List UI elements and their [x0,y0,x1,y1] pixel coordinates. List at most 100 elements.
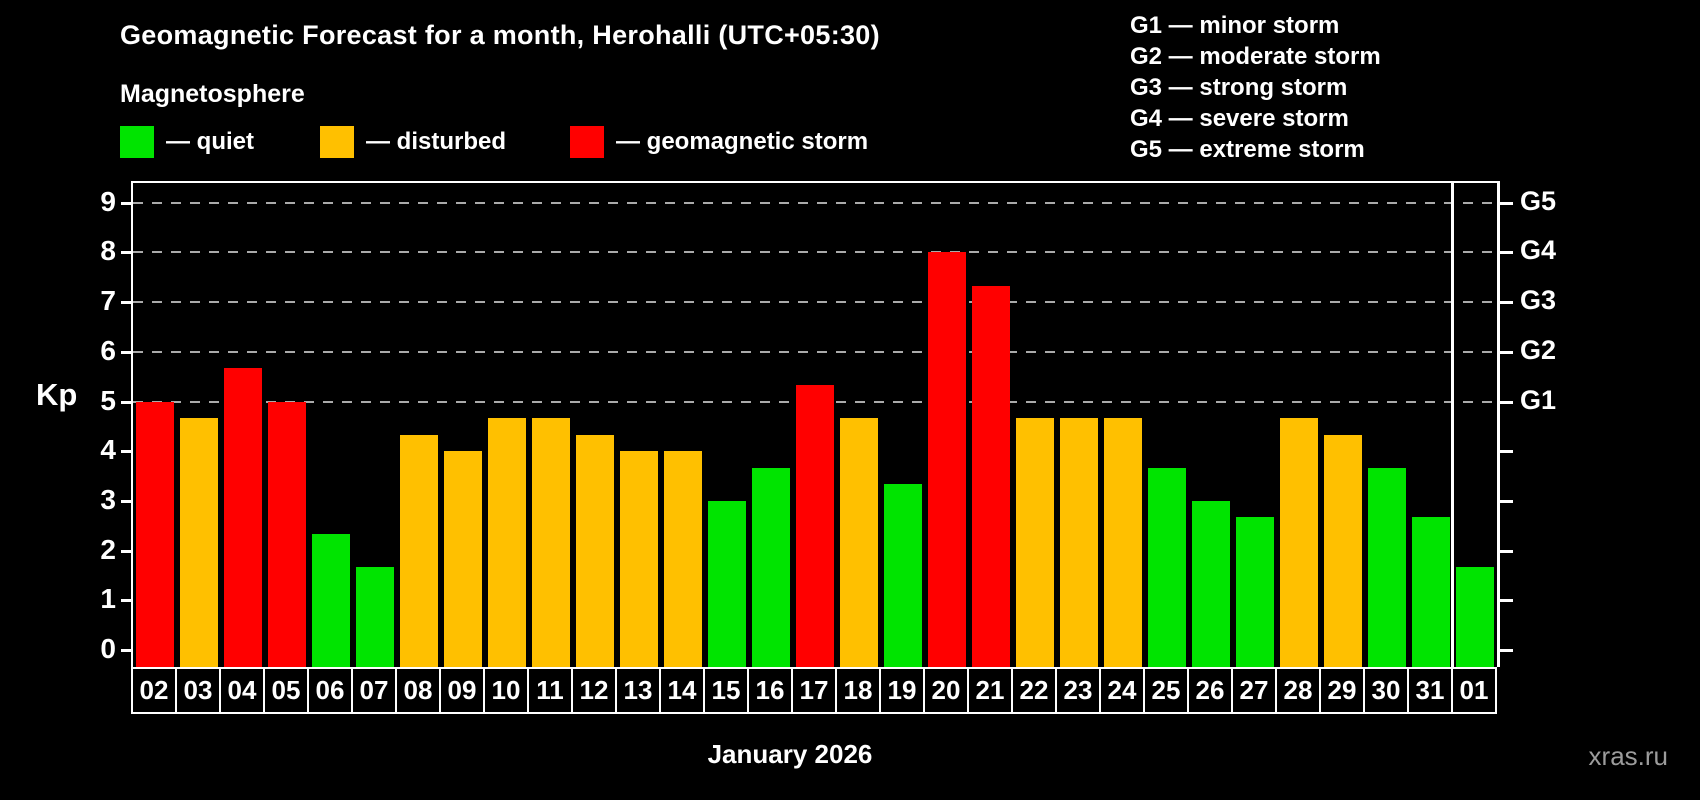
day-label-06: 06 [307,667,353,714]
bar-day-11 [532,417,570,667]
bar-day-29 [1324,434,1362,667]
day-label-13: 13 [615,667,661,714]
bar-day-04 [224,368,262,667]
bar-day-06 [312,534,350,667]
right-tick-9 [1500,201,1513,205]
day-label-05: 05 [263,667,309,714]
bar-day-31 [1412,517,1450,667]
day-label-19: 19 [879,667,925,714]
bar-day-23 [1060,417,1098,667]
gridline-kp9 [133,201,1497,204]
month-separator-line [1451,183,1454,667]
watermark: xras.ru [1588,741,1668,771]
y-tick-6 [121,350,131,354]
plot-area [133,183,1497,667]
y-tick-label-3: 3 [100,483,116,515]
storm-scale-line-g1: G1 — minor storm [1130,12,1340,39]
bar-day-07 [356,567,394,667]
legend-label-storm: — geomagnetic storm [616,128,869,155]
right-axis-label-g1: G1 [1520,384,1557,415]
legend-label-quiet: — quiet [166,128,254,155]
y-tick-4 [121,450,131,454]
y-tick-7 [121,301,131,305]
day-label-12: 12 [571,667,617,714]
day-label-03: 03 [175,667,221,714]
storm-scale-legend: G1 — minor storm G2 — moderate storm G3 — … [1130,12,1381,167]
y-axis-line [131,181,134,667]
storm-scale-line-g5: G5 — extreme storm [1130,136,1365,163]
y-tick-0 [121,649,131,652]
storm-scale-line-g3: G3 — strong storm [1130,74,1348,101]
right-tick-0 [1500,649,1513,652]
bar-day-02 [136,401,174,667]
day-label-28: 28 [1275,667,1321,714]
day-label-08: 08 [395,667,441,714]
bar-day-20 [928,252,966,667]
day-label-18: 18 [835,667,881,714]
day-label-16: 16 [747,667,793,714]
chart-subtitle: Magnetosphere [120,80,305,108]
right-tick-6 [1500,350,1513,354]
day-label-04: 04 [219,667,265,714]
right-tick-4 [1500,450,1513,454]
y-tick-label-2: 2 [100,533,116,565]
bar-day-19 [884,484,922,667]
y-tick-label-0: 0 [100,633,116,664]
day-label-10: 10 [483,667,529,714]
right-axis-label-g5: G5 [1520,185,1557,216]
day-label-20: 20 [923,667,969,714]
y-tick-8 [121,251,131,255]
bar-day-25 [1148,467,1186,667]
day-label-31: 31 [1407,667,1453,714]
right-tick-8 [1500,251,1513,255]
legend-label-disturbed: — disturbed [366,128,507,155]
bar-day-15 [708,500,746,667]
plot-top-border [131,181,1500,184]
day-label-30: 30 [1363,667,1409,714]
legend-swatch-storm-icon [570,126,604,158]
bar-day-16 [752,467,790,667]
bar-day-27 [1236,517,1274,667]
day-label-27: 27 [1231,667,1277,714]
y-tick-2 [121,549,131,553]
bar-day-17 [796,385,834,667]
y-tick-9 [121,201,131,205]
bar-day-22 [1016,417,1054,667]
page-title: Geomagnetic Forecast for a month, Heroha… [120,20,880,50]
day-label-29: 29 [1319,667,1365,714]
bar-day-21 [972,285,1010,667]
bar-day-18 [840,417,878,667]
bar-day-05 [268,401,306,667]
right-tick-1 [1500,599,1513,603]
right-tick-5 [1500,400,1513,404]
bar-day-28 [1280,417,1318,667]
day-label-07: 07 [351,667,397,714]
bar-day-08 [400,434,438,667]
y-tick-5 [121,400,131,404]
day-label-21: 21 [967,667,1013,714]
gridline-kp6 [133,350,1497,353]
bar-day-01 [1456,567,1494,667]
bar-day-09 [444,451,482,667]
storm-scale-line-g4: G4 — severe storm [1130,105,1349,132]
storm-scale-line-g2: G2 — moderate storm [1130,43,1381,70]
bar-day-10 [488,417,526,667]
right-axis-label-g3: G3 [1520,285,1557,316]
day-label-02: 02 [131,667,177,714]
y-tick-label-7: 7 [100,285,116,317]
y-tick-label-1: 1 [100,583,116,615]
bar-day-13 [620,451,658,667]
day-label-14: 14 [659,667,705,714]
y-tick-label-4: 4 [100,434,116,466]
day-label-25: 25 [1143,667,1189,714]
y-tick-label-8: 8 [100,235,116,267]
y-tick-label-9: 9 [100,185,116,217]
day-axis: 02 03 04 05 06 07 08 09 10 11 12 13 14 15 16 17 18 19 20 21… [131,667,1501,714]
right-tick-3 [1500,499,1513,503]
right-axis-label-g2: G2 [1520,334,1557,365]
gridline-kp8 [133,251,1497,254]
right-tick-7 [1500,301,1513,305]
bar-day-24 [1104,417,1142,667]
right-axis-label-g4: G4 [1520,235,1557,266]
